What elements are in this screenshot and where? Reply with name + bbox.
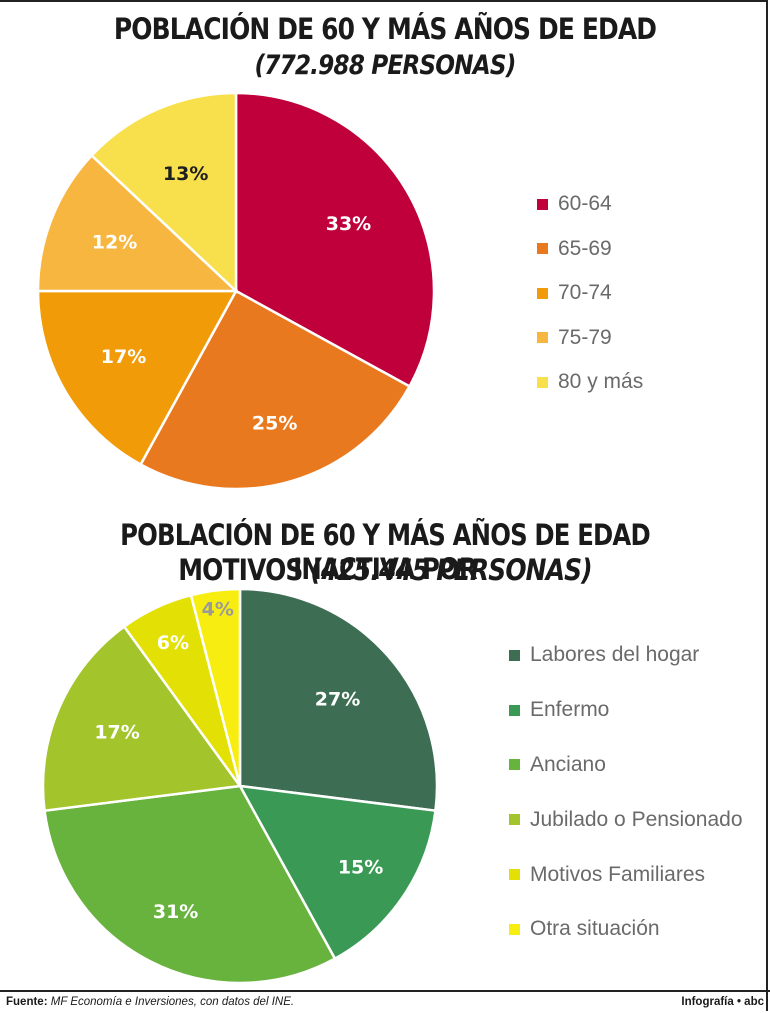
legend-age-groups: 60-64 65-69 70-74 75-79 80 y más — [537, 182, 643, 405]
pie-label: 17% — [101, 346, 146, 368]
legend-swatch — [537, 376, 548, 388]
legend-swatch — [537, 287, 548, 299]
legend-swatch — [509, 814, 520, 826]
pie-label: 15% — [338, 856, 383, 878]
pie-slice-70-74 — [36, 289, 239, 467]
legend-item: 70-74 — [537, 271, 643, 316]
legend-label: Labores del hogar — [530, 643, 700, 667]
legend-label: Otra situación — [530, 917, 660, 941]
legend-label: 75-79 — [558, 325, 612, 349]
pie-chart-inactivity-reasons: 27% 15% 31% 17% 6% 4% — [41, 587, 439, 985]
legend-item: Otra situación — [509, 902, 743, 957]
pie-slice-60-64 — [234, 91, 436, 389]
legend-item: Enfermo — [509, 683, 743, 738]
legend-swatch — [509, 704, 520, 716]
chart1-title: POBLACIÓN DE 60 Y MÁS AÑOS DE EDAD — [113, 12, 657, 46]
pie-label: 33% — [326, 213, 371, 235]
source-label: Fuente: — [6, 996, 48, 1008]
legend-swatch — [509, 759, 520, 771]
legend-label: Jubilado o Pensionado — [530, 807, 743, 831]
legend-swatch — [509, 923, 520, 935]
pie-slice-jubilado-o-pensionado — [41, 624, 243, 813]
pie-label: 31% — [153, 901, 198, 923]
pie-slice-otra-situación — [189, 587, 242, 787]
legend-item: 65-69 — [537, 227, 643, 272]
source-text: MF Economía e Inversiones, con datos del… — [50, 996, 295, 1008]
legend-label: 65-69 — [558, 236, 612, 260]
pie-label: 13% — [163, 163, 208, 185]
chart2-title-motivos: MOTIVOS — [178, 553, 303, 587]
legend-label: 60-64 — [558, 192, 612, 216]
footer: Fuente: MF Economía e Inversiones, con d… — [0, 990, 770, 1013]
pie-label: 12% — [92, 231, 137, 253]
chart1-subtitle: (772.988 PERSONAS) — [254, 50, 517, 81]
legend-item: Labores del hogar — [509, 628, 743, 683]
pie-chart-age-groups: 33% 25% 17% 12% 13% — [36, 91, 436, 491]
pie-slice-80-y-más — [89, 91, 238, 294]
legend-label: Anciano — [530, 752, 606, 776]
source-note: Fuente: MF Economía e Inversiones, con d… — [6, 996, 294, 1008]
pie-slice-anciano — [43, 784, 337, 985]
legend-item: 75-79 — [537, 316, 643, 361]
pie-label: 6% — [157, 632, 189, 654]
legend-swatch — [509, 869, 520, 881]
legend-swatch — [537, 243, 548, 255]
chart2-title-line2: MOTIVOS (425.445 PERSONAS) — [54, 553, 716, 587]
legend-label: 70-74 — [558, 281, 612, 305]
legend-swatch — [537, 198, 548, 210]
chart2-title-line1: POBLACIÓN DE 60 Y MÁS AÑOS DE EDAD INACT… — [120, 518, 651, 586]
pie-slice-75-79 — [36, 153, 240, 293]
legend-swatch — [509, 649, 520, 661]
legend-label: 80 y más — [558, 370, 644, 394]
legend-label: Motivos Familiares — [530, 862, 706, 886]
legend-item: Motivos Familiares — [509, 847, 743, 902]
chart2-subtitle: (425.445 PERSONAS) — [310, 553, 592, 587]
pie-label: 25% — [252, 413, 297, 435]
legend-item: Jubilado o Pensionado — [509, 792, 743, 847]
pie-slice-labores-del-hogar — [238, 587, 439, 813]
credit: Infografía • abc — [681, 996, 764, 1008]
pie-label: 17% — [94, 721, 139, 743]
pie-label: 4% — [202, 599, 234, 621]
legend-item: 80 y más — [537, 360, 643, 405]
pie-slice-65-69 — [138, 289, 412, 491]
pie-label: 27% — [315, 689, 360, 711]
legend-label: Enfermo — [530, 698, 610, 722]
legend-item: 60-64 — [537, 182, 643, 227]
legend-inactivity-reasons: Labores del hogar Enfermo Anciano Jubilado … — [509, 628, 743, 957]
legend-swatch — [537, 332, 548, 344]
legend-item: Anciano — [509, 738, 743, 793]
pie-slice-enfermo — [237, 784, 437, 961]
